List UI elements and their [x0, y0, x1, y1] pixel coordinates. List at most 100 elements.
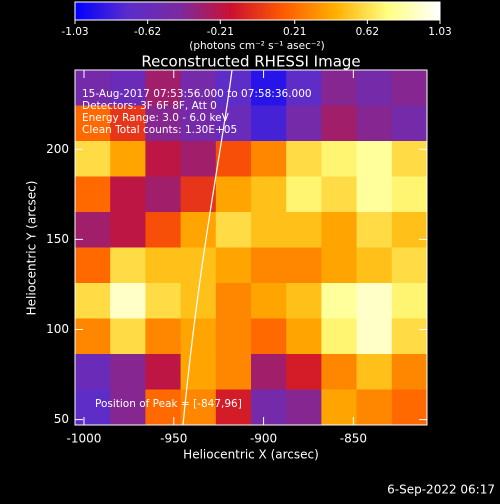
- colorbar-tick-label: -1.03: [61, 26, 88, 38]
- heatmap-cell: [180, 176, 217, 213]
- heatmap-cell: [356, 389, 393, 426]
- heatmap-cell: [251, 389, 287, 426]
- heatmap-cell: [356, 212, 393, 248]
- heatmap-cell: [321, 354, 358, 390]
- x-tick-label: -950: [160, 432, 187, 446]
- annotation: Detectors: 3F 6F 8F, Att 0: [82, 100, 217, 112]
- heatmap-cell: [215, 141, 252, 177]
- heatmap-cell: [145, 354, 182, 390]
- heatmap-cell: [180, 247, 217, 284]
- heatmap-cell: [110, 354, 146, 390]
- annotation: 15-Aug-2017 07:53:56.000 to 07:58:36.000: [82, 88, 312, 100]
- heatmap-cell: [321, 318, 358, 355]
- heatmap-cell: [286, 318, 322, 355]
- heatmap-cell: [145, 176, 182, 213]
- heatmap-cell: [391, 318, 428, 355]
- heatmap-cell: [356, 141, 393, 177]
- heatmap-cell: [145, 141, 182, 177]
- heatmap-cell: [391, 141, 428, 177]
- y-axis-title: Heliocentric Y (arcsec): [25, 181, 39, 316]
- heatmap-cell: [251, 354, 287, 390]
- heatmap-cell: [110, 247, 146, 284]
- heatmap-cell: [180, 105, 217, 142]
- heatmap-cell: [286, 141, 322, 177]
- colorbar-tick-label: 0.62: [356, 26, 379, 38]
- heatmap-cell: [321, 389, 358, 426]
- heatmap-cell: [286, 212, 322, 248]
- heatmap-cell: [75, 283, 111, 319]
- heatmap-cell: [145, 247, 182, 284]
- heatmap-cell: [321, 176, 358, 213]
- annotation: Position of Peak = [-847,96]: [95, 398, 242, 410]
- heatmap-cell: [286, 247, 322, 284]
- heatmap-cell: [180, 70, 217, 106]
- heatmap-cell: [356, 318, 393, 355]
- heatmap-cell: [180, 141, 217, 177]
- y-tick-label: 150: [46, 232, 69, 246]
- heatmap-cell: [356, 247, 393, 284]
- heatmap-cell: [75, 354, 111, 390]
- heatmap-cell: [110, 141, 146, 177]
- colorbar-tick-label: 0.21: [283, 26, 306, 38]
- heatmap-cell: [251, 212, 287, 248]
- solar-limb: [182, 69, 233, 426]
- heatmap-cell: [145, 70, 182, 106]
- plot-frame: [74, 69, 428, 426]
- y-tick-label: 100: [46, 322, 69, 336]
- heatmap-cell: [251, 70, 287, 106]
- y-tick-label: 50: [54, 412, 69, 426]
- heatmap-cell: [286, 70, 322, 106]
- heatmap-cell: [215, 70, 252, 106]
- heatmap-cell: [180, 212, 217, 248]
- heatmap-cell: [75, 318, 111, 355]
- colorbar-tick-label: 1.03: [428, 26, 451, 38]
- heatmap-cell: [75, 247, 111, 284]
- heatmap-cell: [321, 283, 358, 319]
- heatmap-cell: [286, 105, 322, 142]
- heatmap-cell: [145, 389, 182, 426]
- x-tick-label: -900: [250, 432, 277, 446]
- heatmap-cell: [391, 105, 428, 142]
- heatmap-cell: [215, 176, 252, 213]
- heatmap-cell: [321, 70, 358, 106]
- heatmap-cell: [356, 105, 393, 142]
- y-tick-label: 200: [46, 142, 69, 156]
- colorbar-tick-label: -0.21: [207, 26, 234, 38]
- x-tick-label: -850: [340, 432, 367, 446]
- heatmap-cell: [215, 212, 252, 248]
- heatmap-cell: [75, 212, 111, 248]
- heatmap-cell: [391, 176, 428, 213]
- heatmap-cell: [251, 105, 287, 142]
- heatmap-cell: [75, 176, 111, 213]
- heatmap-cell: [110, 389, 146, 426]
- heatmap-cell: [215, 247, 252, 284]
- heatmap-cell: [145, 212, 182, 248]
- heatmap-cell: [391, 389, 428, 426]
- heatmap-cell: [145, 105, 182, 142]
- heatmap-cell: [215, 389, 252, 426]
- heatmap-cell: [110, 318, 146, 355]
- heatmap-cell: [251, 283, 287, 319]
- heatmap-cell: [286, 389, 322, 426]
- timestamp: 6-Sep-2022 06:17: [387, 483, 495, 497]
- heatmap-cell: [110, 176, 146, 213]
- heatmap-cell: [356, 354, 393, 390]
- heatmap-cell: [110, 212, 146, 248]
- heatmap-cell: [391, 283, 428, 319]
- heatmap-cell: [215, 283, 252, 319]
- heatmap-cell: [180, 318, 217, 355]
- heatmap-cell: [215, 318, 252, 355]
- heatmap-cell: [215, 354, 252, 390]
- heatmap-cell: [286, 354, 322, 390]
- heatmap-cell: [145, 283, 182, 319]
- annotation: Clean Total counts: 1.30E+05: [82, 124, 237, 136]
- heatmap-cell: [321, 105, 358, 142]
- heatmap-cell: [75, 105, 111, 142]
- heatmap-cell: [391, 354, 428, 390]
- x-tick-label: -1000: [67, 432, 102, 446]
- heatmap-cell: [251, 141, 287, 177]
- heatmap-cell: [286, 176, 322, 213]
- heatmap-cell: [356, 176, 393, 213]
- heatmap-cell: [356, 283, 393, 319]
